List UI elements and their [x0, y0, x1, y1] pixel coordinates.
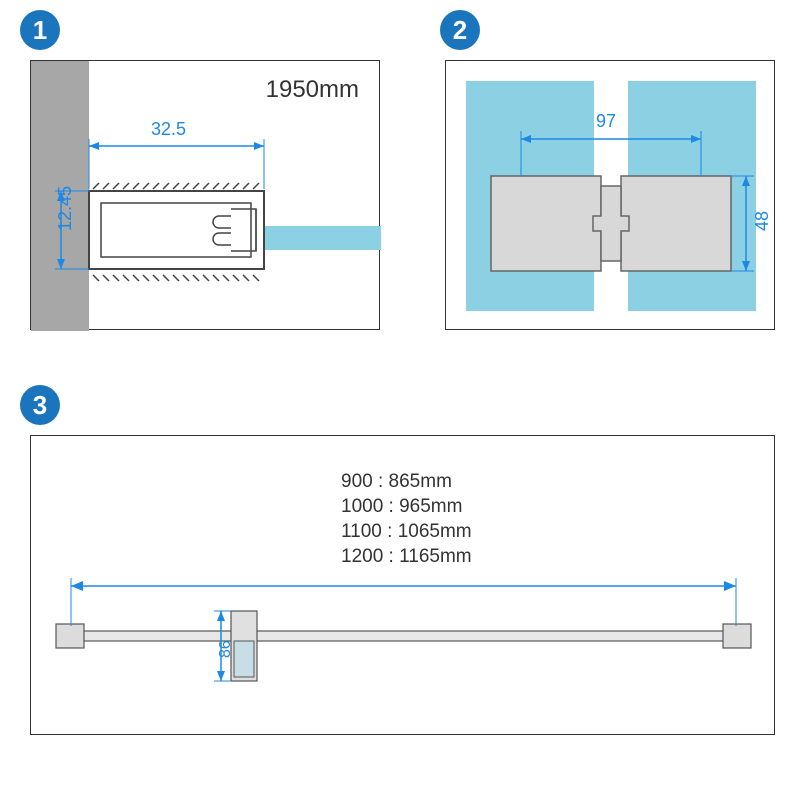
- badge-2-text: 2: [453, 15, 467, 46]
- panel1-dim-width: 32.5: [151, 119, 186, 140]
- panel3-size-1: 1000 : 965mm: [341, 496, 462, 518]
- panel3-dim-height: 86: [217, 640, 235, 658]
- panel3-size-0: 900 : 865mm: [341, 471, 452, 493]
- panel-3: 900 : 865mm 1000 : 965mm 1100 : 1065mm 1…: [30, 435, 775, 735]
- panel1-title: 1950mm: [266, 76, 359, 104]
- panel-1: 32.5 12.45 1950mm: [30, 60, 380, 330]
- panel-2-drawing: [446, 61, 776, 331]
- badge-1-text: 1: [33, 15, 47, 46]
- badge-3-text: 3: [33, 390, 47, 421]
- panel3-size-2: 1100 : 1065mm: [341, 521, 472, 543]
- panel2-dim-height: 48: [752, 211, 773, 231]
- badge-1: 1: [20, 10, 60, 50]
- panel-2: 97 48: [445, 60, 775, 330]
- panel1-dim-height: 12.45: [55, 186, 76, 231]
- panel2-dim-width: 97: [596, 111, 616, 132]
- badge-2: 2: [440, 10, 480, 50]
- badge-3: 3: [20, 385, 60, 425]
- panel3-size-3: 1200 : 1165mm: [341, 546, 472, 568]
